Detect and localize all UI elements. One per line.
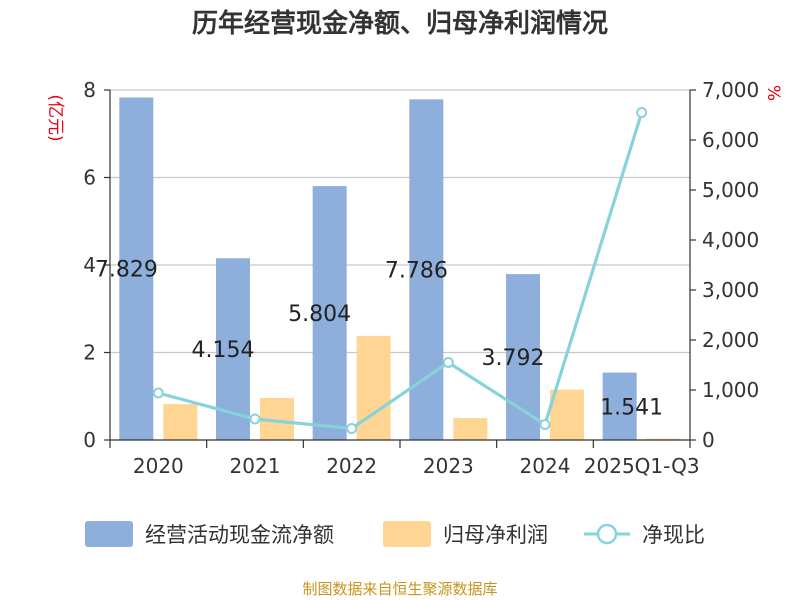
data-labels-layer: 7.829 4.154 5.804 7.786 3.792 1.541	[95, 258, 663, 421]
bar-net-profit	[550, 389, 584, 440]
ratio-point	[152, 387, 164, 399]
right-axis-tick-label: 1,000	[702, 378, 759, 402]
bar-net-profit	[163, 404, 198, 440]
left-axis-unit: (亿元)	[45, 94, 65, 141]
x-axis-tick-label: 2020	[133, 454, 184, 478]
right-axis-tick-label: 0	[702, 428, 715, 452]
legend-label-cashflow: 经营活动现金流净额	[145, 523, 334, 547]
bar-net-profit	[356, 335, 391, 440]
x-axis-tick-label: 2023	[423, 454, 474, 478]
right-axis-tick-label: 2,000	[702, 328, 759, 352]
ratio-point	[636, 107, 648, 118]
bar-cashflow	[506, 274, 540, 440]
line-layer	[152, 107, 648, 434]
chart-title: 历年经营现金净额、归母净利润情况	[192, 8, 608, 39]
axes-layer: 0 2 4 6 8 0 1,000 2,000 3,000 4,000 5,000 6,000 7,00…	[83, 78, 759, 478]
left-axis-tick-label: 2	[83, 341, 96, 365]
bar-cashflow	[602, 372, 637, 440]
data-label-cashflow: 3.792	[482, 346, 545, 371]
legend-swatch-net-profit	[383, 521, 431, 547]
legend-label-net-profit: 归母净利润	[443, 523, 548, 547]
x-axis-tick-label: 2024	[520, 454, 571, 478]
left-axis-tick-label: 6	[83, 166, 96, 190]
bar-cashflow	[119, 97, 154, 440]
data-label-cashflow: 4.154	[192, 338, 255, 363]
data-label-cashflow: 7.829	[95, 258, 158, 283]
right-axis-tick-label: 3,000	[702, 278, 759, 302]
x-axis-tick-label: 2025Q1-Q3	[584, 454, 700, 478]
right-axis-tick-label: 6,000	[702, 128, 759, 152]
right-axis-tick-label: 4,000	[702, 228, 759, 252]
right-axis-unit: %	[763, 85, 783, 101]
legend-label-ratio: 净现比	[642, 523, 705, 547]
legend-swatch-cashflow	[85, 521, 133, 547]
gridlines	[110, 89, 690, 354]
bar-cashflow	[312, 186, 347, 440]
right-axis-tick-label: 7,000	[702, 78, 759, 102]
legend-swatch-marker	[596, 523, 618, 545]
legend: 经营活动现金流净额 归母净利润 净现比	[85, 521, 705, 547]
x-axis-tick-label: 2022	[326, 454, 377, 478]
bars-layer	[119, 97, 681, 441]
ratio-point	[442, 357, 454, 368]
source-note: 制图数据来自恒生聚源数据库	[302, 580, 497, 598]
bar-net-profit	[453, 418, 488, 440]
data-label-cashflow: 7.786	[385, 259, 448, 284]
bar-net-profit	[646, 438, 681, 440]
left-axis-tick-label: 8	[83, 78, 96, 102]
right-axis-tick-label: 5,000	[702, 178, 759, 202]
data-label-cashflow: 5.804	[288, 302, 351, 327]
ratio-line	[157, 112, 644, 431]
left-axis-tick-label: 4	[83, 253, 96, 277]
x-axis-tick-label: 2021	[230, 454, 281, 478]
bar-cashflow	[409, 99, 444, 441]
ratio-point	[346, 423, 358, 434]
data-label-cashflow: 1.541	[600, 395, 663, 420]
left-axis-tick-label: 0	[83, 428, 96, 452]
ratio-point	[539, 419, 551, 430]
ratio-point	[249, 413, 261, 425]
